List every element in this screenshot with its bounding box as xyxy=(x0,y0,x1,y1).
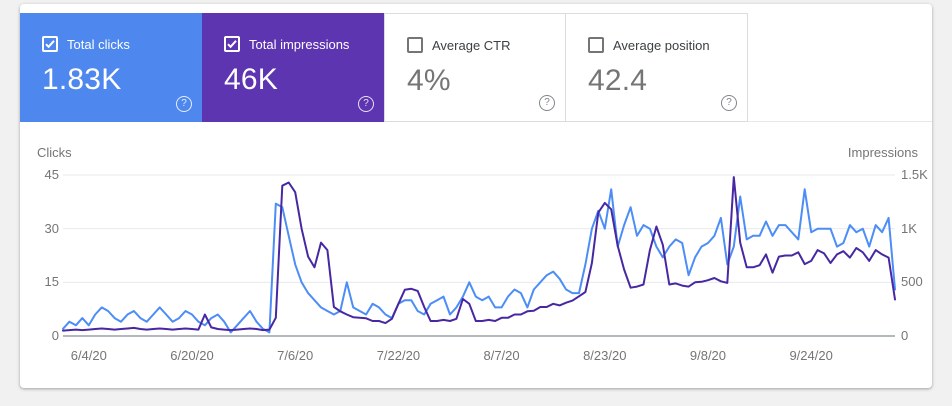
metric-cards-row: Total clicks 1.83K ? Total impressions 4… xyxy=(20,4,932,122)
cards-row-filler xyxy=(748,13,932,122)
card-average-ctr[interactable]: Average CTR 4% ? xyxy=(384,13,566,122)
card-label: Average position xyxy=(613,37,710,53)
performance-chart: Clicks Impressions 45 30 15 0 1.5K 1K 500 0 6/4/… xyxy=(20,4,932,388)
total-clicks-checkbox[interactable] xyxy=(42,36,58,52)
card-total-clicks[interactable]: Total clicks 1.83K ? xyxy=(20,13,202,122)
card-value: 4% xyxy=(407,64,451,97)
card-total-impressions[interactable]: Total impressions 46K ? xyxy=(202,13,384,122)
card-label: Total clicks xyxy=(67,36,130,52)
checkmark-icon xyxy=(45,40,55,49)
checkmark-icon xyxy=(227,40,237,49)
card-header: Average position xyxy=(588,37,747,53)
card-header: Average CTR xyxy=(407,37,565,53)
card-label: Total impressions xyxy=(249,36,350,52)
help-icon[interactable]: ? xyxy=(176,96,192,112)
card-header: Total clicks xyxy=(42,36,202,52)
series-line-right[interactable] xyxy=(62,176,896,332)
help-icon[interactable]: ? xyxy=(539,95,555,111)
series-line-left[interactable] xyxy=(62,188,896,334)
card-label: Average CTR xyxy=(432,37,511,53)
card-value: 1.83K xyxy=(42,63,122,96)
help-icon[interactable]: ? xyxy=(721,95,737,111)
card-value: 42.4 xyxy=(588,64,648,97)
help-icon[interactable]: ? xyxy=(358,96,374,112)
average-ctr-checkbox[interactable] xyxy=(407,37,423,53)
total-impressions-checkbox[interactable] xyxy=(224,36,240,52)
card-average-position[interactable]: Average position 42.4 ? xyxy=(566,13,748,122)
card-header: Total impressions xyxy=(224,36,384,52)
card-value: 46K xyxy=(224,63,278,96)
average-position-checkbox[interactable] xyxy=(588,37,604,53)
performance-panel: Total clicks 1.83K ? Total impressions 4… xyxy=(20,4,932,388)
chart-canvas[interactable] xyxy=(20,4,932,388)
